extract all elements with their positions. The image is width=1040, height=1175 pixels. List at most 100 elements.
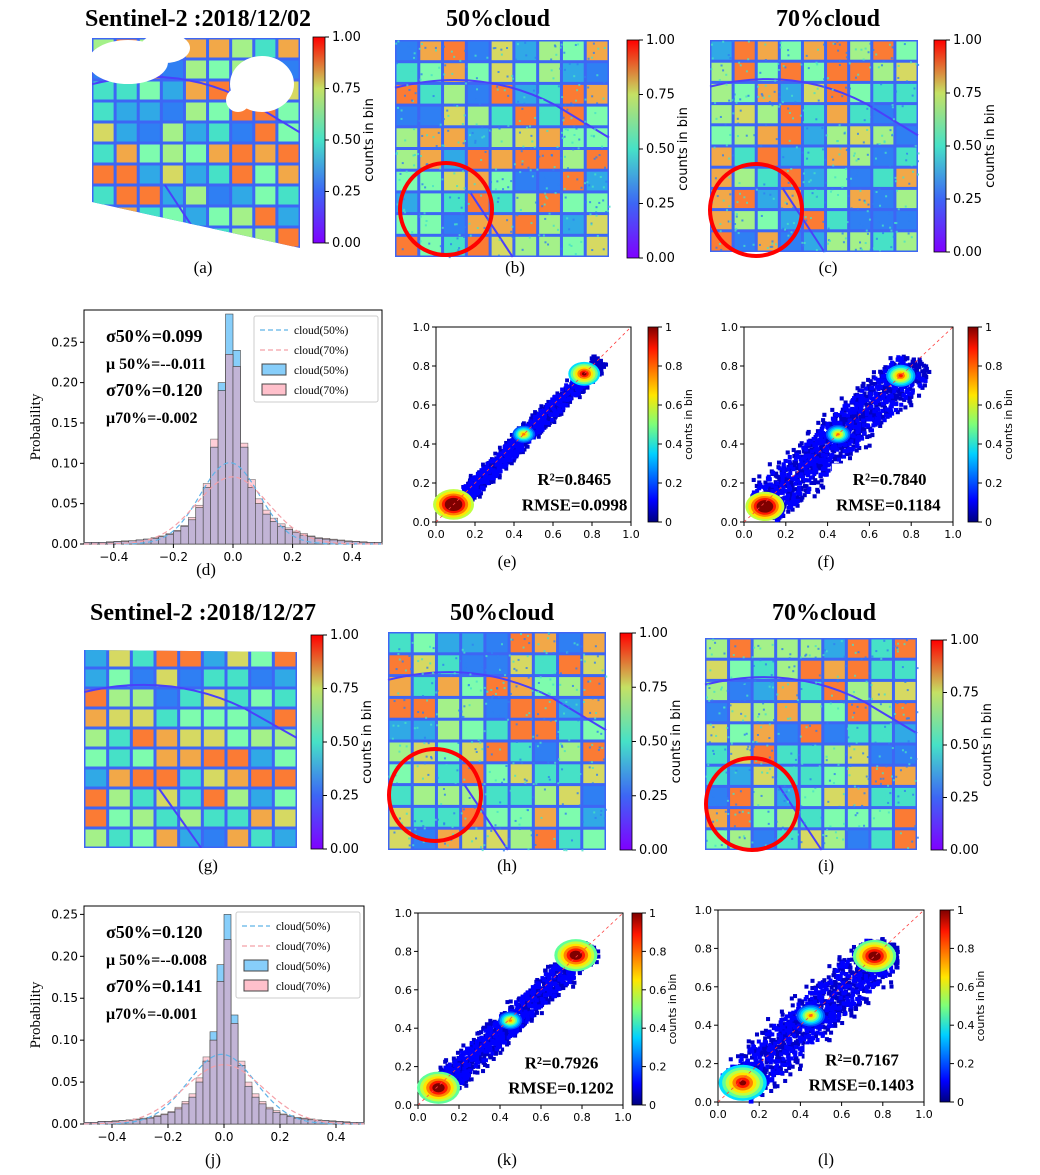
map-i-noise [757,804,760,807]
map-c-noise [860,48,863,51]
map-h-noise [435,691,438,694]
map-b-noise [557,183,560,186]
map-i-noise [885,765,888,768]
map-h-field [559,829,581,849]
hist-j-stat: σ50%=0.120 [106,922,203,942]
map-g-field [109,729,130,747]
map-h-noise [421,777,424,780]
map-i-road [704,676,918,735]
map-c-noise [884,151,887,154]
scatter-f-cell [874,414,879,419]
map-b-field [562,193,584,213]
hist-j-stat: μ 50%=--0.008 [106,952,207,969]
map-h-noise [525,808,528,811]
map-i-noise [752,745,755,748]
scatter-e-cell [482,479,487,484]
map-h-noise [500,667,503,670]
map-h-noise [496,655,499,658]
map-b-field [420,41,442,61]
map-c-field [780,126,801,145]
map-i-noise [853,785,856,788]
map-i-noise [887,652,890,655]
map-h-field [389,698,411,718]
map-i-noise [861,805,864,808]
map-a-field [255,39,276,58]
map-c-noise [739,109,742,112]
map-i-noise [724,748,727,751]
map-b-noise [424,186,427,189]
map-i-noise [768,723,771,726]
map-b-noise [514,58,517,61]
map-i-noise [735,803,738,806]
map-c-noise [729,220,732,223]
scatter-e-cell [534,419,539,424]
map-i-noise [869,687,872,690]
map-i-field [894,660,916,679]
map-g-field [227,809,249,827]
title-c: 70%cloud [776,6,881,32]
map-i-field [847,830,869,849]
map-h-noise [471,840,474,843]
map-b-noise [475,98,478,101]
map-h-noise [554,719,557,722]
map-g-field [156,809,178,827]
map-b-noise [453,172,456,175]
map-c-noise [773,90,776,93]
map-h-noise [462,808,465,811]
map-b-noise [434,49,437,52]
scatter-e-cell [570,380,575,385]
map-i-noise [758,667,761,670]
map-b-noise [402,209,405,212]
map-h-noise [404,669,407,672]
map-b-field [586,150,608,169]
scatter-e-cell [507,438,511,443]
map-i-field [800,745,822,764]
map-h-noise [399,744,402,747]
map-b-noise [419,240,422,243]
map-h-noise [434,818,437,821]
map-h-noise [436,776,439,779]
map-i-noise [815,681,818,684]
map-i-noise [814,786,817,789]
map-b-field [467,150,489,169]
map-b-noise [596,102,599,105]
map-i-noise [705,775,708,778]
scatter-f-cell [807,448,812,454]
map-c-noise [850,207,853,210]
scatter-f-cell [812,494,817,499]
map-i-noise [871,655,874,658]
scatter-e-cell [539,404,544,409]
colorbar-i-tick-label: 0.25 [950,791,979,806]
map-i-noise [742,656,745,659]
map-b-noise [511,77,514,80]
scatter-e-cell [532,427,537,432]
map-h-noise [464,666,467,669]
map-b-noise [570,244,573,247]
map-i-field [894,809,916,828]
map-h-noise [433,678,436,681]
hist-j-bar-overlap [286,1116,295,1125]
map-b-noise [498,126,501,129]
map-c-noise [734,223,737,226]
map-i-noise [821,679,824,682]
map-c-noise [788,111,791,114]
map-b-noise [497,197,500,200]
map-i-noise [829,825,832,828]
map-i-noise [788,789,791,792]
map-b-noise [419,215,422,218]
map-b-noise [411,99,414,102]
scatter-e-cell [489,463,494,468]
map-g-field [85,650,107,667]
map-i-noise [914,779,917,782]
map-h-noise [600,809,603,812]
colorbar-c-tick-label: 0.00 [953,245,982,260]
map-b-noise [472,85,475,88]
map-c-highlight-circle [708,162,804,258]
map-i-field [847,660,869,679]
map-c-noise [854,48,857,51]
map-h-noise [479,689,482,692]
map-c-noise [895,222,898,225]
map-b-noise [476,227,479,230]
map-i-noise [726,726,729,729]
map-h-field [389,677,411,696]
